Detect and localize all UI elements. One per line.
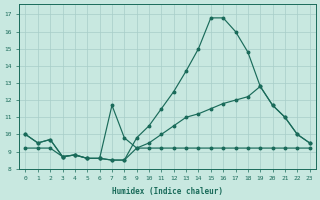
- X-axis label: Humidex (Indice chaleur): Humidex (Indice chaleur): [112, 187, 223, 196]
